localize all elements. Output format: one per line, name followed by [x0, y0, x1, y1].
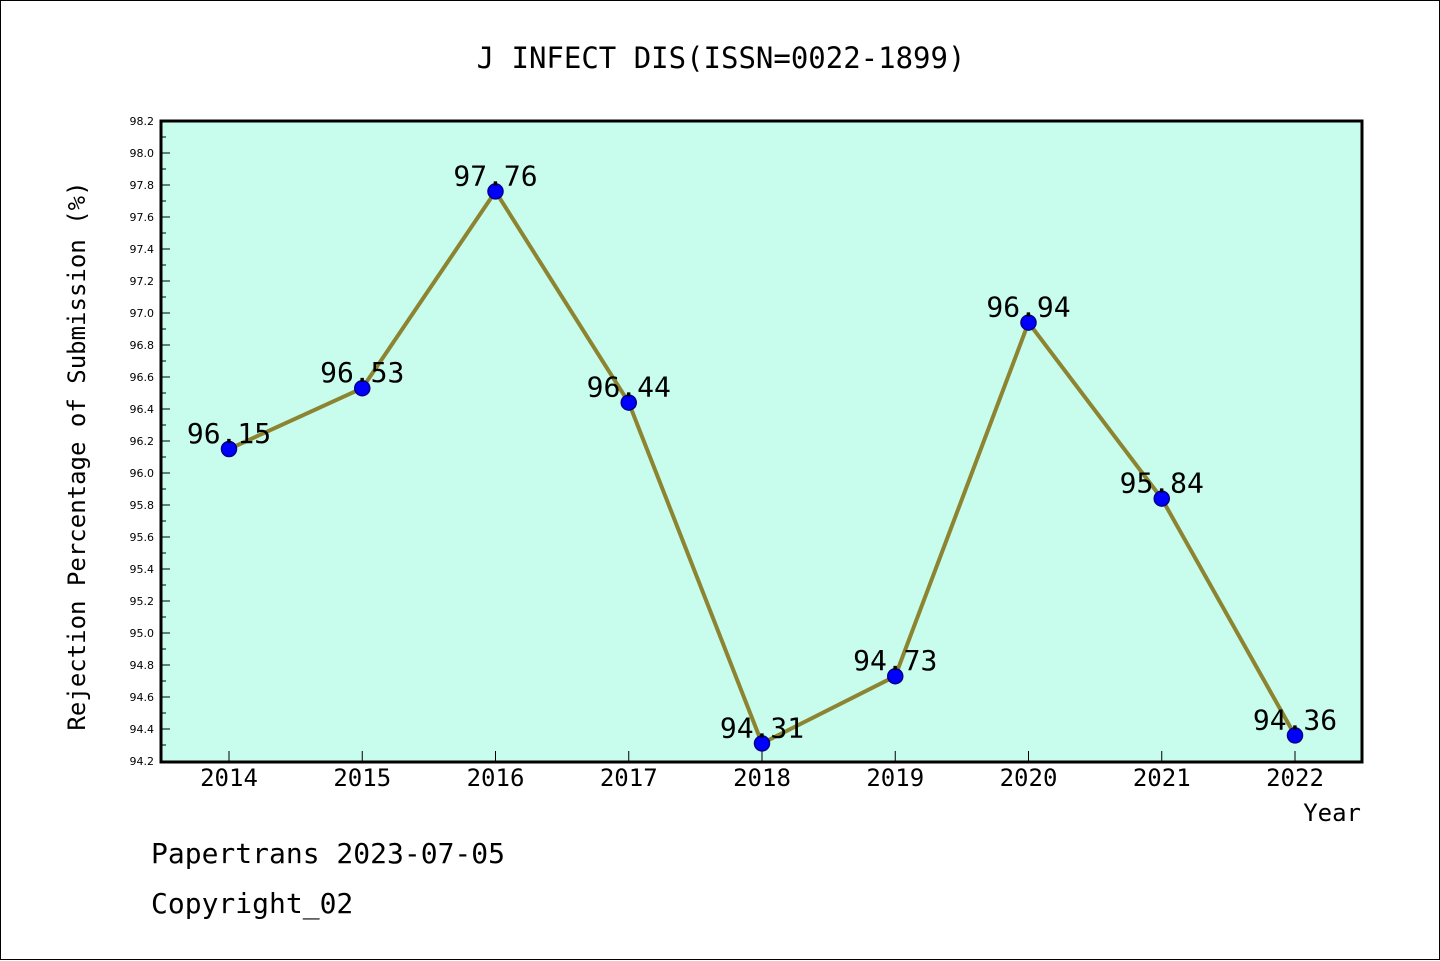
data-label: 95.84 [1120, 467, 1204, 500]
data-label: 96.44 [587, 371, 671, 404]
footer-copyright: Copyright_02 [151, 887, 354, 920]
data-point [620, 394, 637, 411]
data-label: 96.94 [986, 291, 1070, 324]
y-tick-label: 97.4 [130, 243, 155, 256]
data-point [753, 735, 771, 752]
x-axis-label: Year [1303, 799, 1361, 827]
data-point [1286, 727, 1304, 744]
data-point [1020, 314, 1037, 331]
data-label: 96.53 [320, 356, 404, 389]
y-tick-label: 96.6 [130, 371, 155, 384]
y-tick-label: 98.0 [130, 147, 155, 160]
y-tick-label: 97.0 [130, 307, 155, 320]
y-tick-label: 95.8 [130, 499, 155, 512]
y-tick-label: 95.0 [130, 627, 155, 640]
x-tick-label: 2021 [1133, 764, 1191, 792]
x-tick-label: 2018 [733, 764, 791, 792]
y-tick-label: 98.2 [130, 115, 155, 128]
footer-date: Papertrans 2023-07-05 [151, 837, 506, 870]
x-tick-label: 2016 [467, 764, 525, 792]
x-tick-label: 2017 [600, 764, 658, 792]
y-tick-label: 97.2 [130, 275, 155, 288]
y-tick-label: 95.4 [130, 563, 155, 576]
y-tick-label: 94.2 [130, 755, 155, 768]
data-label: 94.73 [853, 644, 937, 677]
plot-border [159, 119, 1364, 764]
data-label: 94.31 [720, 711, 804, 744]
y-tick-label: 94.8 [130, 659, 155, 672]
y-tick-label: 96.4 [130, 403, 155, 416]
x-tick-label: 2020 [1000, 764, 1058, 792]
x-tick-label: 2022 [1266, 764, 1324, 792]
marker-layer [220, 183, 1304, 752]
data-point [354, 379, 371, 397]
y-tick-label: 96.0 [130, 467, 155, 480]
y-tick-label: 95.6 [130, 531, 155, 544]
y-tick-label: 96.8 [130, 339, 155, 352]
y-tick-label: 94.6 [130, 691, 155, 704]
y-tick-label: 95.2 [130, 595, 155, 608]
data-point [487, 183, 504, 200]
data-point [220, 440, 238, 458]
data-point [887, 667, 904, 685]
y-tick-label: 96.2 [130, 435, 155, 448]
plot-area [161, 121, 1362, 762]
data-label-layer: 96.15 96.53 97.76 96.44 94.31 94.73 96.94 95.84… [187, 159, 1337, 744]
data-label: 97.76 [453, 159, 537, 192]
x-tick-label: 2014 [200, 764, 258, 792]
y-tick-label: 97.8 [130, 179, 155, 192]
y-tick-label: 94.4 [130, 723, 155, 736]
y-tick-label: 97.6 [130, 211, 155, 224]
x-tick-label: 2015 [333, 764, 391, 792]
chart-title: J INFECT DIS(ISSN=0022-1899) [477, 41, 966, 75]
data-label: 96.15 [187, 417, 271, 450]
x-tick-label: 2019 [866, 764, 924, 792]
data-label: 94.36 [1253, 703, 1337, 736]
y-axis-label: Rejection Percentage of Submission (%) [63, 181, 91, 730]
data-point [1153, 490, 1170, 507]
tick-layer: 94.2 94.4 94.6 94.8 95.0 95.2 95.4 95.6 95.8 96.0… [130, 115, 1324, 792]
